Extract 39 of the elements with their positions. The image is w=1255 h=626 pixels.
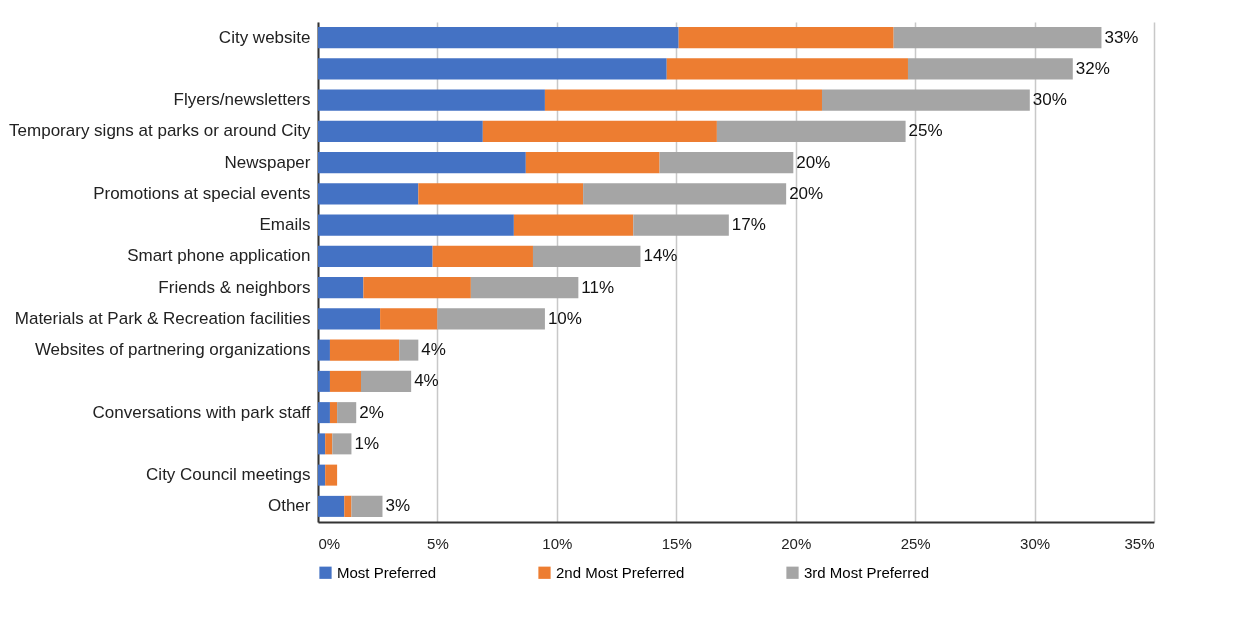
x-tick-label: 0% — [318, 534, 341, 552]
x-tick-label: 10% — [542, 534, 573, 552]
y-tick-label: Conversations with park staff — [92, 402, 311, 422]
total-label: 33% — [1104, 27, 1139, 47]
total-label: 1% — [354, 433, 380, 453]
y-tick-label: Emails — [259, 215, 311, 235]
y-tick-label: City Council meetings — [146, 465, 311, 485]
y-tick-label: Temporary signs at parks or around City — [9, 121, 311, 141]
y-tick-label: Promotions at special events — [93, 183, 311, 203]
total-label: 10% — [547, 308, 582, 328]
legend-label: 2nd Most Preferred — [556, 563, 685, 581]
x-tick-label: 20% — [781, 534, 812, 552]
total-label: 25% — [908, 121, 943, 141]
total-label: 4% — [414, 371, 439, 391]
y-tick-label: Smart phone application — [127, 246, 311, 266]
total-label: 20% — [796, 152, 831, 172]
y-tick-label: Flyers/newsletters — [173, 90, 311, 110]
y-tick-label: Materials at Park & Recreation facilities — [14, 308, 311, 328]
x-tick-label: 15% — [661, 534, 692, 552]
total-label: 32% — [1075, 58, 1110, 78]
y-tick-label: City website — [218, 27, 311, 47]
legend-label: Most Preferred — [337, 563, 437, 581]
total-label: 20% — [789, 183, 824, 203]
legend-label: 3rd Most Preferred — [804, 563, 930, 581]
x-tick-label: 25% — [900, 534, 931, 552]
total-label: 30% — [1032, 90, 1067, 110]
x-tick-label: 35% — [1124, 534, 1155, 552]
y-tick-label: Friends & neighbors — [158, 277, 311, 297]
total-label: 2% — [359, 402, 384, 422]
total-label: 11% — [581, 277, 615, 297]
x-tick-label: 5% — [427, 534, 449, 552]
y-tick-label: Websites of partnering organizations — [34, 340, 311, 360]
x-tick-label: 30% — [1020, 534, 1051, 552]
total-label: 3% — [385, 496, 411, 516]
total-label: 17% — [731, 215, 766, 235]
y-tick-label: Newspaper — [224, 152, 311, 172]
y-tick-label: Other — [267, 496, 311, 516]
total-label: 4% — [421, 340, 446, 360]
total-label: 14% — [643, 246, 678, 266]
